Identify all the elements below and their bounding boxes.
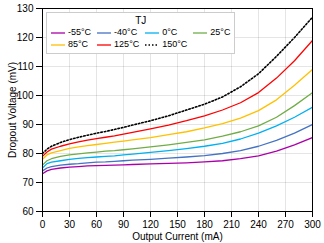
svg-text:130: 130 xyxy=(17,3,34,14)
html-text:TJ: TJ xyxy=(135,15,147,26)
svg-text:Output Current (mA): Output Current (mA) xyxy=(132,231,223,242)
svg-text:0: 0 xyxy=(40,219,46,230)
svg-text:270: 270 xyxy=(277,219,294,230)
html-text:-55°C: -55°C xyxy=(68,27,92,37)
svg-text:Dropout Voltage (mV): Dropout Voltage (mV) xyxy=(7,62,18,158)
html-text:25°C: 25°C xyxy=(210,27,231,37)
svg-text:110: 110 xyxy=(18,61,34,72)
svg-text:210: 210 xyxy=(223,219,240,230)
svg-text:90: 90 xyxy=(22,119,34,130)
html-text:125°C: 125°C xyxy=(114,39,140,49)
svg-text:90: 90 xyxy=(118,219,130,230)
svg-text:240: 240 xyxy=(250,219,267,230)
svg-text:60: 60 xyxy=(22,206,34,217)
svg-text:180: 180 xyxy=(196,219,213,230)
svg-text:60: 60 xyxy=(91,219,103,230)
svg-text:120: 120 xyxy=(142,219,159,230)
svg-text:30: 30 xyxy=(64,219,76,230)
svg-text:150: 150 xyxy=(169,219,186,230)
svg-text:80: 80 xyxy=(22,148,34,159)
svg-text:70: 70 xyxy=(22,177,34,188)
svg-text:100: 100 xyxy=(17,90,34,101)
html-text:-40°C: -40°C xyxy=(114,27,138,37)
svg-text:300: 300 xyxy=(304,219,321,230)
html-text:85°C: 85°C xyxy=(68,39,89,49)
html-text:150°C: 150°C xyxy=(162,39,188,49)
svg-text:120: 120 xyxy=(17,32,34,43)
html-text:0°C: 0°C xyxy=(162,27,178,37)
